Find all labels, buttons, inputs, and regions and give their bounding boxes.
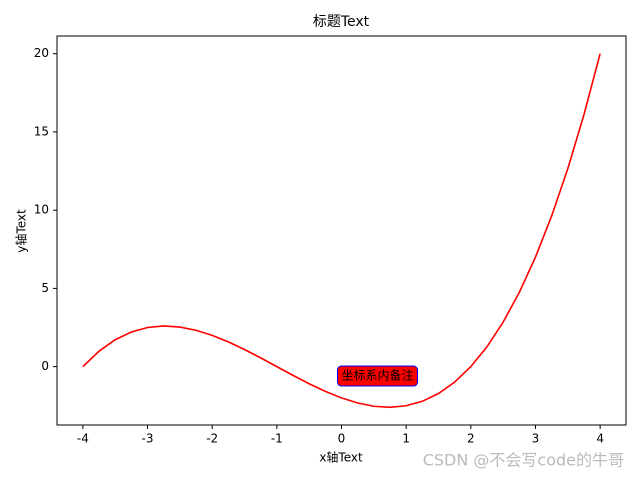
x-tick-label: -3 (142, 432, 154, 446)
y-tick-label: 10 (34, 203, 49, 217)
x-axis-label: x轴Text (319, 450, 363, 465)
y-tick-label: 5 (41, 281, 49, 295)
watermark: CSDN @不会写code的牛哥 (423, 451, 624, 470)
y-tick-label: 20 (34, 46, 49, 60)
chart-title: 标题Text (313, 14, 370, 30)
x-tick-label: 1 (402, 432, 410, 446)
y-tick-label: 0 (41, 359, 49, 373)
x-tick-label: -1 (271, 432, 283, 446)
x-tick-label: -2 (206, 432, 218, 446)
annotation-text: 坐标系内备注 (342, 368, 414, 383)
annotation-box (337, 365, 419, 387)
x-tick-label: 3 (532, 432, 540, 446)
y-axis-label: y轴Text (14, 209, 29, 253)
x-tick-label: -4 (77, 432, 89, 446)
y-tick-label: 15 (34, 124, 49, 138)
x-tick-label: 2 (467, 432, 475, 446)
line (82, 53, 601, 409)
x-tick-label: 0 (338, 432, 346, 446)
x-tick-label: 4 (596, 432, 604, 446)
